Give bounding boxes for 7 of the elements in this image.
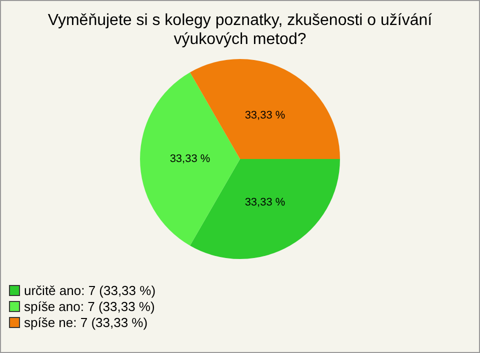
legend-label: spíše ano: 7 (33,33 %) [24,298,155,314]
chart-title: Vyměňujete si s kolegy poznatky, zkušenosti o užívání výukových metod? [46,11,434,49]
data-label: 33,33 % [170,153,210,166]
data-label: 33,33 % [244,196,286,208]
legend-label: určitě ano: 7 (33,33 %) [24,282,156,298]
legend-label: spíše ne: 7 (33,33 %) [24,314,148,330]
data-label: 33,33 % [244,110,286,122]
